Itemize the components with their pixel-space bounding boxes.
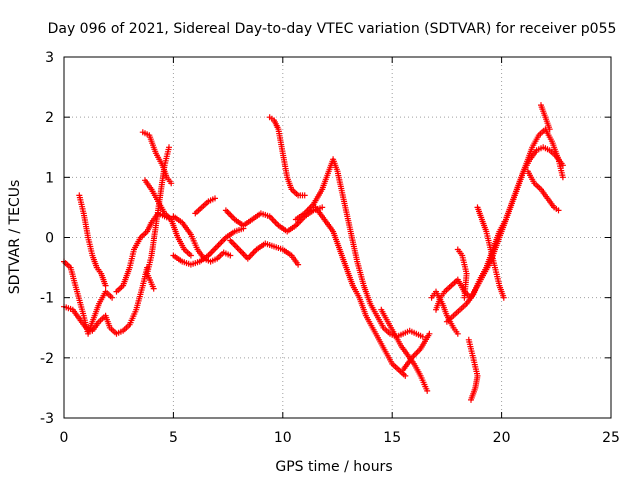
data-point (168, 180, 175, 187)
y-tick-label: 3 (45, 50, 54, 66)
data-point (102, 282, 109, 289)
y-tick-label: -3 (40, 411, 54, 427)
x-tick-label: 25 (602, 430, 620, 446)
data-point (187, 252, 194, 259)
data-point (555, 207, 562, 214)
data-point (109, 294, 116, 301)
x-tick-label: 15 (383, 430, 401, 446)
data-point (546, 126, 553, 133)
data-point (465, 336, 472, 343)
data-point (212, 195, 218, 202)
data-point (426, 330, 433, 337)
data-point (295, 261, 302, 268)
y-tick-label: 2 (45, 110, 54, 126)
data-point (150, 285, 157, 292)
data-point (301, 192, 308, 199)
data-point (402, 372, 409, 379)
x-tick-label: 10 (274, 430, 292, 446)
x-tick-label: 20 (493, 430, 511, 446)
data-point (227, 252, 234, 259)
data-point (419, 333, 426, 340)
data-point (461, 294, 468, 301)
data-point (319, 204, 326, 211)
x-tick-label: 5 (169, 430, 178, 446)
data-point (454, 330, 461, 337)
y-tick-label: 1 (45, 170, 54, 186)
y-axis-label: SDTVAR / TECUs (7, 180, 23, 295)
axis-ticks: 0 5 10 15 20 25 -3 -2 -1 0 1 2 3 (40, 50, 620, 446)
y-tick-label: -2 (40, 351, 54, 367)
x-axis-label: GPS time / hours (275, 459, 392, 475)
data-point (500, 294, 507, 301)
data-point (559, 174, 566, 181)
chart-title: Day 096 of 2021, Sidereal Day-to-day VTE… (48, 21, 617, 37)
data-points (61, 102, 566, 403)
data-point (424, 387, 431, 394)
y-tick-label: 0 (45, 231, 54, 247)
y-tick-label: -1 (40, 291, 54, 307)
x-tick-label: 0 (60, 430, 69, 446)
